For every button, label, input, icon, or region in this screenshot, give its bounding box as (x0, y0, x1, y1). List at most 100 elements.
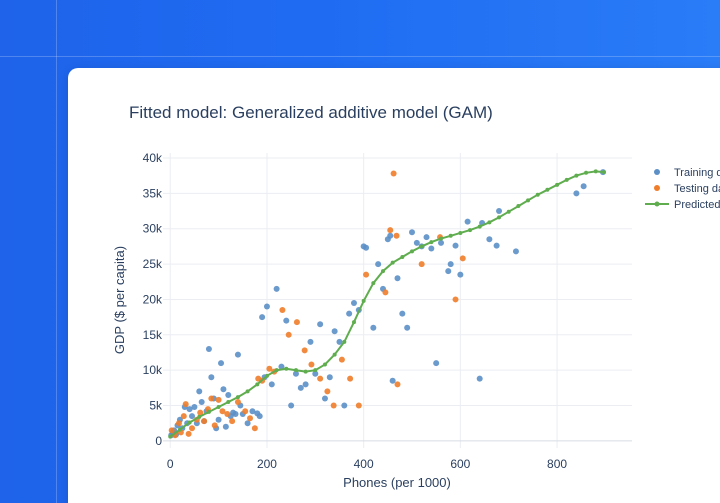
legend-item[interactable]: Testing data (654, 183, 720, 195)
training-point (234, 351, 241, 358)
background-guide-horizontal (0, 56, 720, 57)
training-point (215, 416, 222, 423)
predicted-point (545, 187, 550, 192)
training-point (273, 285, 280, 292)
training-point (346, 310, 353, 317)
predicted-point (177, 427, 182, 432)
predicted-point (255, 382, 260, 387)
testing-point (197, 409, 204, 416)
y-tick-label: 20k (143, 292, 163, 306)
training-point (452, 242, 459, 249)
series-testing-data (168, 170, 466, 439)
predicted-point (584, 170, 589, 175)
testing-point (201, 418, 208, 425)
training-point (438, 239, 445, 246)
testing-point (324, 388, 331, 395)
training-point (218, 360, 225, 367)
predicted-point (197, 414, 202, 419)
testing-point (211, 422, 218, 429)
training-point (196, 388, 203, 395)
testing-point (355, 402, 362, 409)
testing-point (247, 415, 254, 422)
predicted-point (601, 170, 606, 175)
testing-point (452, 296, 459, 303)
training-point (404, 324, 411, 331)
testing-point (293, 319, 300, 326)
predicted-point (187, 420, 192, 425)
training-point (302, 381, 309, 388)
testing-point (168, 427, 175, 434)
training-point (387, 232, 394, 239)
training-point (445, 268, 452, 275)
predicted-point (361, 298, 366, 303)
training-point (205, 345, 212, 352)
training-point (512, 248, 519, 255)
testing-point (266, 365, 273, 372)
testing-point (215, 396, 222, 403)
predicted-point (313, 368, 318, 373)
training-point (208, 374, 215, 381)
x-tick-label: 200 (257, 457, 277, 471)
testing-point (382, 289, 389, 296)
testing-point (459, 255, 466, 262)
predicted-point (303, 369, 308, 374)
legend-item[interactable]: Training data (654, 167, 720, 179)
predicted-point (593, 169, 598, 174)
training-point (457, 271, 464, 278)
predicted-point (564, 177, 569, 182)
training-point (476, 375, 483, 382)
testing-point (347, 375, 354, 382)
y-tick-label: 0 (155, 434, 162, 448)
legend[interactable]: Training data Testing data Predicted (645, 167, 720, 211)
training-point (363, 244, 370, 251)
training-point (278, 363, 285, 370)
legend-item[interactable]: Predicted (645, 199, 720, 211)
testing-point (338, 356, 345, 363)
testing-point (208, 395, 215, 402)
testing-point (180, 413, 187, 420)
y-tick-label: 35k (143, 186, 163, 200)
predicted-point (497, 215, 502, 220)
training-point (189, 413, 196, 420)
predicted-point (380, 269, 385, 274)
training-point (283, 317, 290, 324)
training-point (326, 374, 333, 381)
predicted-point (351, 320, 356, 325)
predicted-point (487, 220, 492, 225)
training-point (370, 324, 377, 331)
predicted-point (168, 434, 173, 439)
training-point (292, 370, 299, 377)
series-training-data (168, 169, 606, 439)
testing-point (182, 401, 189, 408)
training-point (259, 314, 266, 321)
predicted-point (216, 404, 221, 409)
training-point (389, 377, 396, 384)
training-point (225, 391, 232, 398)
predicted-point (526, 198, 531, 203)
training-point (220, 386, 227, 393)
training-point (413, 239, 420, 246)
testing-point (285, 331, 292, 338)
series-layer (168, 169, 606, 439)
training-point (433, 360, 440, 367)
training-point (464, 218, 471, 225)
predicted-point (226, 400, 231, 405)
predicted-point (390, 260, 395, 265)
training-point (423, 234, 430, 241)
axis-layer: 0 200 400 600 800 0 5k 10k 15k 20k 25k 30k 35k 40k (143, 151, 568, 471)
training-point (288, 402, 295, 409)
legend-label: Training data (674, 167, 720, 179)
testing-point (279, 307, 286, 314)
legend-label: Testing data (674, 183, 720, 195)
testing-point (224, 411, 231, 418)
predicted-point (342, 339, 347, 344)
predicted-point (448, 233, 453, 238)
testing-point (189, 425, 196, 432)
predicted-point (458, 230, 463, 235)
training-point (307, 338, 314, 345)
training-point (493, 242, 500, 249)
testing-point (363, 271, 370, 278)
training-point (447, 261, 454, 268)
predicted-point (468, 228, 473, 233)
training-point (486, 236, 493, 243)
